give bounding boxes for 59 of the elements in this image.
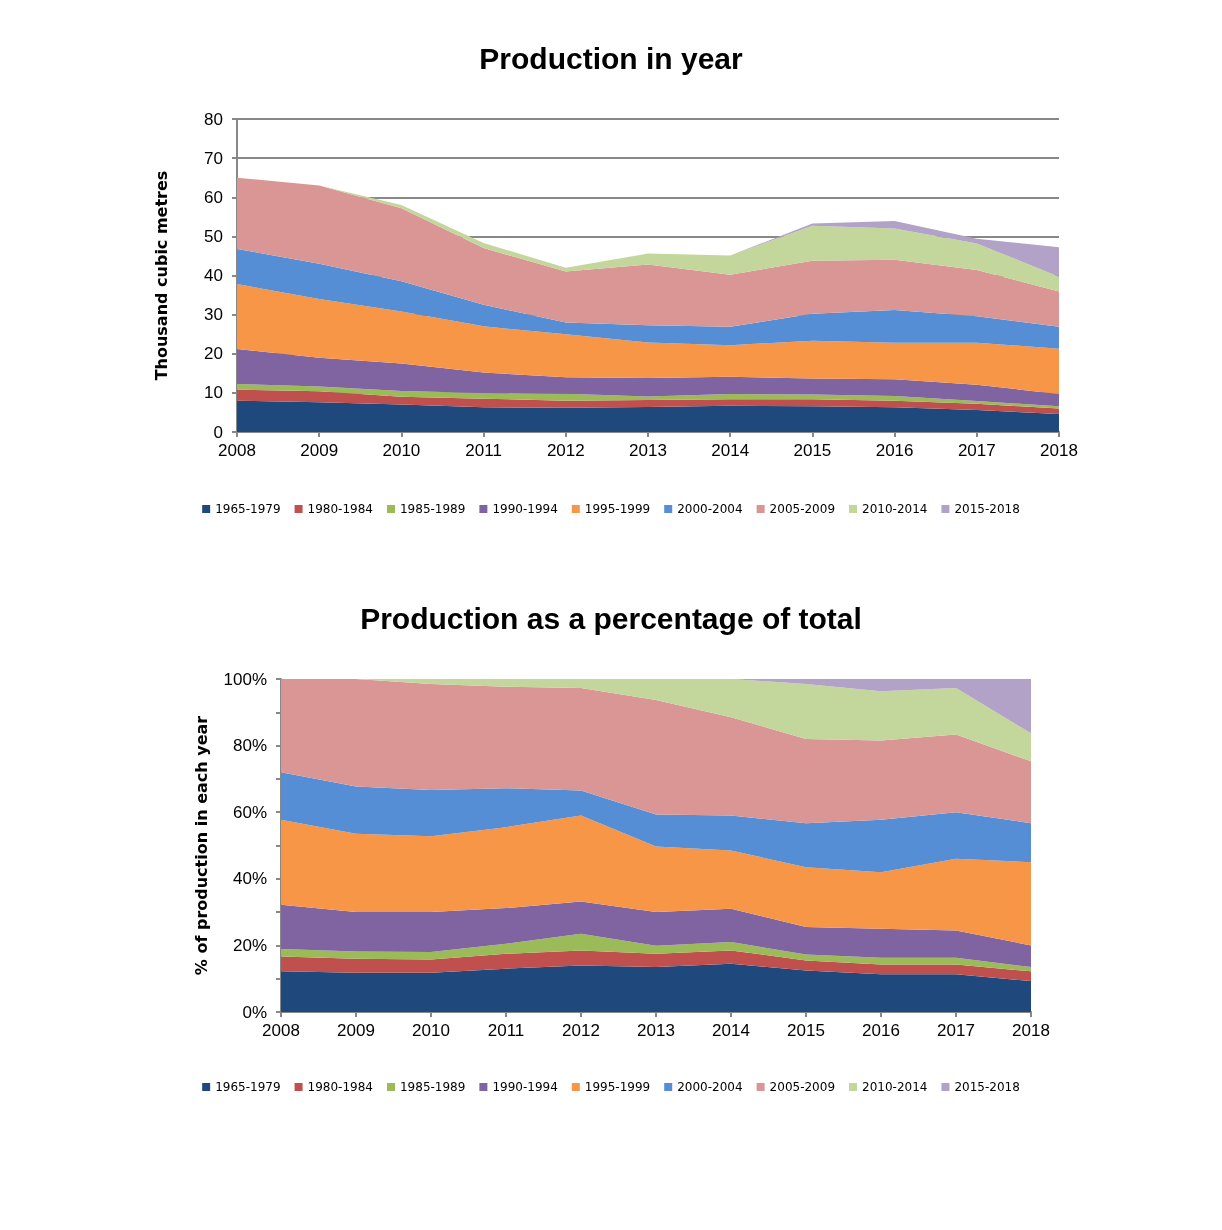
y-tick-label: 0 [213, 422, 223, 442]
y-tick-label: 10 [204, 383, 223, 403]
legend-label: 1985-1989 [399, 502, 466, 516]
y-tick-label: 20% [232, 935, 267, 955]
legend-label: 2015-2018 [954, 1080, 1020, 1094]
y-tick-label: 60 [204, 187, 223, 207]
chart-title: Production in year [479, 41, 744, 75]
legend-label: 2000-2004 [677, 502, 743, 516]
legend-label: 1990-1994 [492, 1080, 558, 1094]
legend-label: 1965-1979 [215, 502, 281, 516]
x-tick-label: 2009 [337, 1021, 375, 1040]
legend-label: 1995-1999 [584, 502, 651, 516]
x-tick-label: 2017 [937, 1021, 975, 1040]
x-tick-label: 2013 [637, 1021, 675, 1040]
x-tick-label: 2010 [382, 441, 421, 460]
legend-label: 2005-2009 [769, 502, 836, 516]
y-tick-label: 20 [204, 344, 223, 364]
x-tick-label: 2008 [262, 1021, 300, 1040]
legend-label: 1980-1984 [307, 502, 373, 516]
legend-label: 1995-1999 [584, 1080, 651, 1094]
x-tick-label: 2015 [793, 441, 832, 460]
y-tick-label: 40 [204, 266, 223, 285]
legend-label: 1985-1989 [399, 1080, 466, 1094]
legend-label: 1990-1994 [492, 502, 558, 516]
y-tick-label: 40% [232, 869, 267, 889]
y-tick-label: 100% [223, 669, 267, 689]
legend-label: 1965-1979 [215, 1080, 281, 1094]
legend-label: 2015-2018 [954, 502, 1020, 516]
legend-label: 2010-2014 [862, 502, 928, 516]
x-tick-label: 2011 [487, 1021, 525, 1040]
legend-label: 1980-1984 [307, 1080, 373, 1094]
x-tick-label: 2012 [546, 441, 585, 460]
y-tick-label: 80% [232, 736, 267, 756]
x-tick-label: 2008 [218, 441, 256, 460]
legend-label: 2005-2009 [769, 1080, 836, 1094]
legend-label: 2010-2014 [862, 1080, 928, 1094]
x-tick-label: 2009 [300, 441, 339, 460]
y-tick-label: 0% [242, 1002, 267, 1022]
x-tick-label: 2014 [712, 1021, 750, 1040]
x-tick-label: 2016 [862, 1021, 900, 1040]
y-tick-label: 50 [204, 226, 223, 246]
chart-title: Production as a percentage of total [360, 601, 862, 635]
x-tick-label: 2017 [957, 441, 996, 460]
x-tick-label: 2018 [1040, 441, 1078, 460]
x-tick-label: 2012 [562, 1021, 600, 1040]
y-axis-title: % of production in each year [191, 715, 211, 976]
y-tick-label: 70 [204, 148, 223, 168]
legend-label: 2000-2004 [677, 1080, 743, 1094]
x-tick-label: 2013 [629, 441, 667, 460]
x-tick-label: 2015 [787, 1021, 825, 1040]
x-tick-label: 2014 [711, 441, 750, 460]
x-tick-label: 2018 [1012, 1021, 1050, 1040]
y-tick-label: 80 [204, 109, 223, 129]
y-tick-label: 60% [232, 802, 267, 822]
x-tick-label: 2010 [412, 1021, 450, 1040]
y-tick-label: 30 [204, 305, 223, 325]
x-tick-label: 2011 [465, 441, 502, 460]
y-axis-title: Thousand cubic metres [151, 170, 171, 381]
x-tick-label: 2016 [875, 441, 914, 460]
